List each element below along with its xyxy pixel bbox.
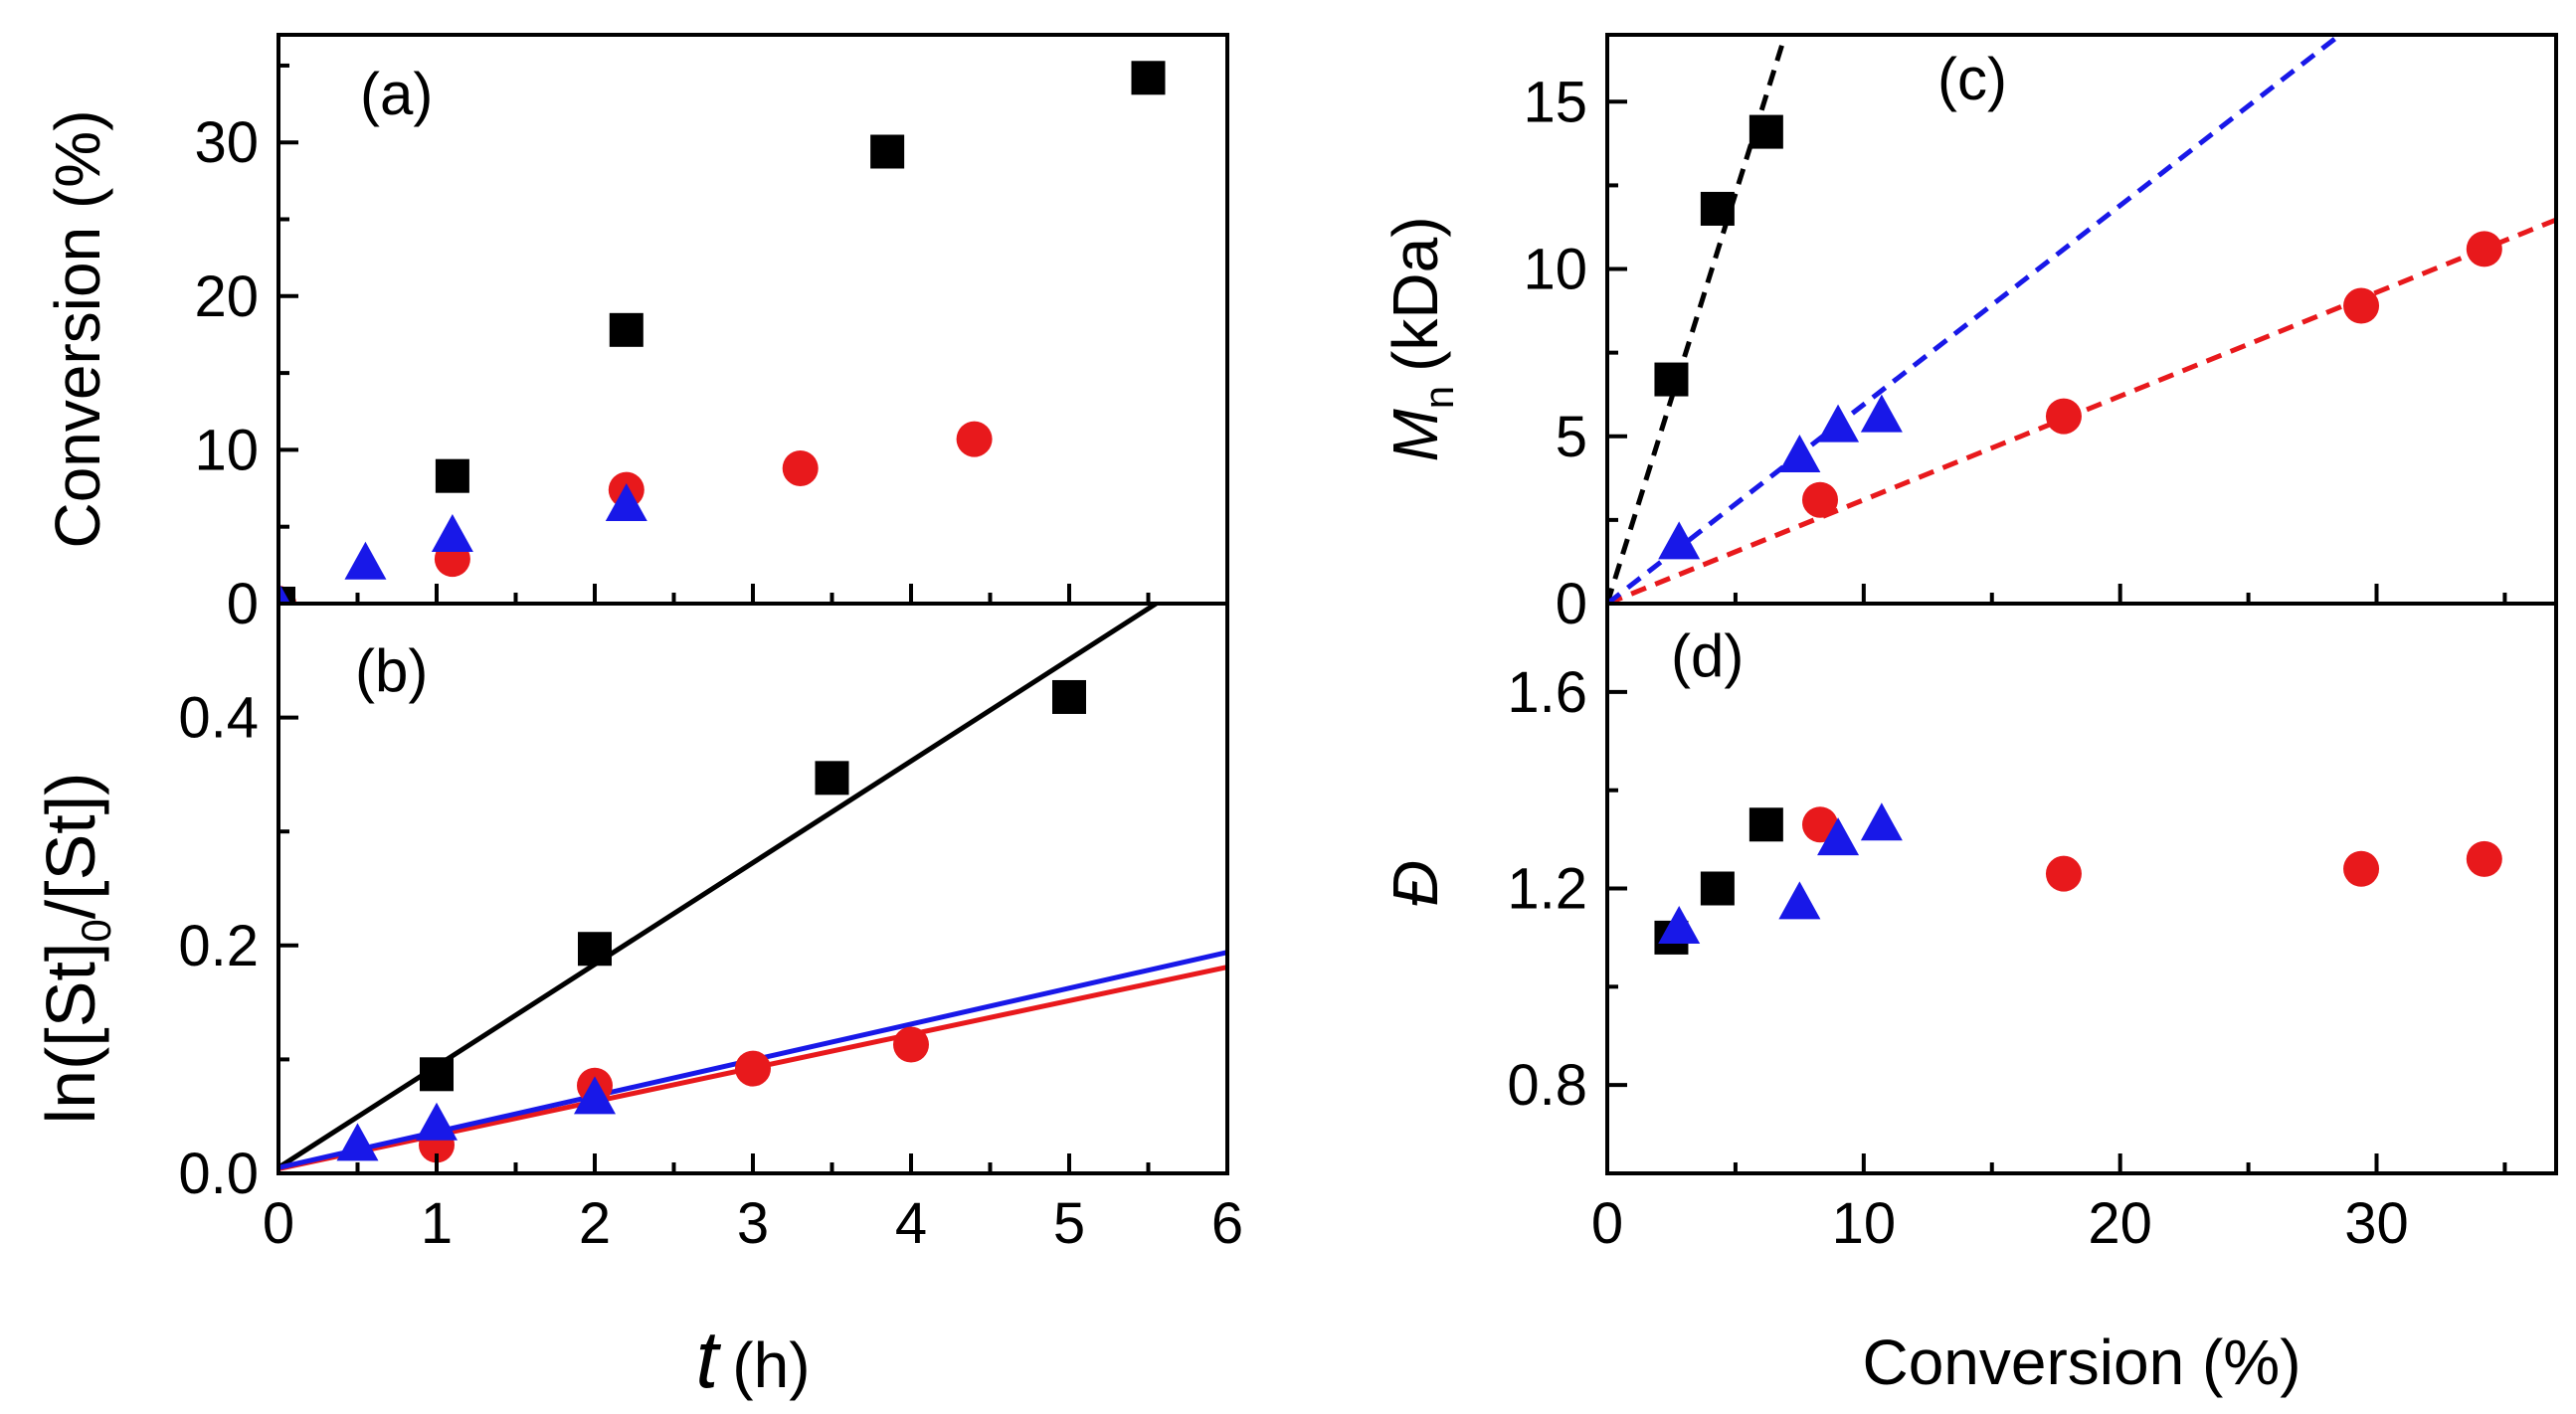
point-c-squares-1 bbox=[1700, 191, 1735, 226]
fit-line-c-circles bbox=[1607, 217, 2556, 604]
xtick-label-d-2: 20 bbox=[2088, 1191, 2152, 1256]
point-d-circles-2 bbox=[2343, 850, 2380, 887]
ylabel-d: Đ bbox=[1380, 860, 1451, 906]
point-d-triangles-2 bbox=[1817, 817, 1860, 856]
plot-area-c bbox=[1607, 35, 2556, 604]
point-d-squares-2 bbox=[1748, 807, 1783, 842]
point-b-squares-0 bbox=[420, 1057, 454, 1092]
ylabel-c-var: M bbox=[1380, 409, 1451, 462]
point-d-triangles-0 bbox=[1658, 906, 1701, 945]
xtick-label-b-1: 1 bbox=[421, 1191, 453, 1256]
fit-line-c-triangles bbox=[1607, 35, 2342, 604]
point-c-triangles-3 bbox=[1860, 394, 1903, 433]
point-c-circles-0 bbox=[1802, 481, 1839, 518]
ytick-label-a-0: 0 bbox=[227, 572, 259, 636]
text-layer: 0 10 20 30 (a) 0.0 0.2 0.4 0 1 2 3 4 5 6 (b) 0 5 10 15 (c) 0.… bbox=[32, 46, 2409, 1405]
ytick-label-c-2: 10 bbox=[1523, 238, 1587, 302]
point-d-triangles-1 bbox=[1778, 881, 1821, 920]
point-a-triangles-1 bbox=[344, 541, 387, 580]
ytick-label-b-0: 0.0 bbox=[178, 1142, 259, 1206]
plot-layer bbox=[278, 35, 2556, 1171]
ylabel-c-sub: n bbox=[1415, 386, 1462, 409]
xtick-label-b-2: 2 bbox=[579, 1191, 611, 1256]
plot-area-b bbox=[278, 604, 1227, 1171]
xlabel-b-var: t bbox=[695, 1315, 721, 1405]
panel-label-c: (c) bbox=[1937, 46, 2007, 112]
xtick-label-d-0: 0 bbox=[1591, 1191, 1623, 1256]
xtick-label-b-3: 3 bbox=[737, 1191, 769, 1256]
point-c-circles-2 bbox=[2343, 287, 2380, 324]
point-a-triangles-0 bbox=[278, 582, 291, 604]
point-c-triangles-2 bbox=[1817, 404, 1860, 442]
panel-label-a: (a) bbox=[360, 61, 433, 127]
point-c-triangles-1 bbox=[1778, 434, 1821, 472]
xtick-label-b-5: 5 bbox=[1053, 1191, 1085, 1256]
point-b-squares-3 bbox=[1052, 679, 1086, 714]
plot-area-a bbox=[278, 61, 1166, 604]
point-c-circles-1 bbox=[2045, 398, 2082, 435]
ylabel-a: Conversion (%) bbox=[42, 109, 113, 548]
xlabel-b-unit: (h) bbox=[732, 1329, 810, 1401]
frame-d bbox=[1605, 602, 2558, 1175]
panel-label-d: (d) bbox=[1671, 622, 1744, 689]
ylabel-c-unit: (kDa) bbox=[1380, 216, 1451, 371]
point-c-circles-3 bbox=[2466, 231, 2502, 267]
ytick-label-d-0: 0.8 bbox=[1507, 1053, 1587, 1118]
xtick-label-b-6: 6 bbox=[1211, 1191, 1243, 1256]
point-c-squares-2 bbox=[1748, 114, 1783, 149]
point-a-circles-4 bbox=[956, 421, 993, 457]
point-b-triangles-2 bbox=[574, 1076, 616, 1115]
point-d-triangles-3 bbox=[1860, 802, 1903, 841]
ytick-label-c-1: 5 bbox=[1556, 405, 1587, 469]
point-d-circles-1 bbox=[2045, 855, 2082, 892]
ytick-label-a-2: 20 bbox=[194, 265, 259, 329]
point-a-triangles-2 bbox=[431, 513, 473, 552]
xtick-label-d-1: 10 bbox=[1832, 1191, 1897, 1256]
point-b-triangles-0 bbox=[336, 1123, 379, 1161]
ytick-label-c-3: 15 bbox=[1523, 70, 1587, 134]
plot-area-d bbox=[1654, 802, 2502, 955]
xtick-label-b-0: 0 bbox=[263, 1191, 294, 1256]
frame-layer bbox=[276, 33, 2558, 1175]
point-b-squares-1 bbox=[578, 932, 612, 967]
point-a-squares-4 bbox=[1131, 61, 1166, 95]
point-d-squares-1 bbox=[1700, 871, 1735, 906]
xtick-label-d-3: 30 bbox=[2344, 1191, 2409, 1256]
point-a-squares-2 bbox=[609, 312, 644, 347]
point-a-triangles-3 bbox=[605, 483, 647, 522]
ytick-label-b-2: 0.4 bbox=[178, 686, 259, 751]
xlabel-d: Conversion (%) bbox=[1862, 1326, 2300, 1398]
point-a-circles-3 bbox=[782, 449, 819, 486]
point-c-triangles-0 bbox=[1658, 521, 1701, 560]
ylabel-c: Mn (kDa) bbox=[1380, 216, 1462, 461]
ytick-label-c-0: 0 bbox=[1556, 572, 1587, 636]
point-a-squares-3 bbox=[870, 134, 905, 169]
ylabel-b-main: ln([St] bbox=[32, 943, 109, 1125]
panel-label-b: (b) bbox=[355, 637, 428, 704]
ylabel-b-sub: 0 bbox=[73, 919, 119, 942]
xtick-label-b-4: 4 bbox=[895, 1191, 927, 1256]
ytick-label-d-2: 1.6 bbox=[1507, 660, 1587, 725]
ylabel-b: ln([St]0/[St]) bbox=[32, 773, 119, 1125]
point-d-circles-3 bbox=[2466, 840, 2502, 877]
ytick-label-a-1: 10 bbox=[194, 418, 259, 482]
ytick-label-b-1: 0.2 bbox=[178, 914, 259, 978]
point-b-circles-2 bbox=[735, 1050, 771, 1087]
point-b-squares-2 bbox=[815, 761, 849, 795]
point-d-circles-0 bbox=[1802, 806, 1839, 843]
point-a-squares-1 bbox=[435, 458, 469, 493]
ytick-label-a-3: 30 bbox=[194, 110, 259, 175]
ytick-label-d-1: 1.2 bbox=[1507, 857, 1587, 922]
xlabel-b: t (h) bbox=[695, 1315, 810, 1405]
ylabel-b-end: /[St]) bbox=[32, 773, 109, 920]
point-b-triangles-1 bbox=[416, 1102, 458, 1141]
point-b-circles-3 bbox=[893, 1026, 929, 1063]
point-c-squares-0 bbox=[1654, 362, 1689, 397]
